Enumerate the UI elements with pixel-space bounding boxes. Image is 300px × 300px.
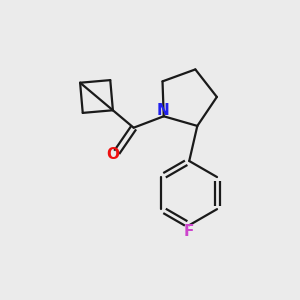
Text: N: N [157,103,169,118]
Text: O: O [106,147,119,162]
Text: F: F [184,224,194,239]
